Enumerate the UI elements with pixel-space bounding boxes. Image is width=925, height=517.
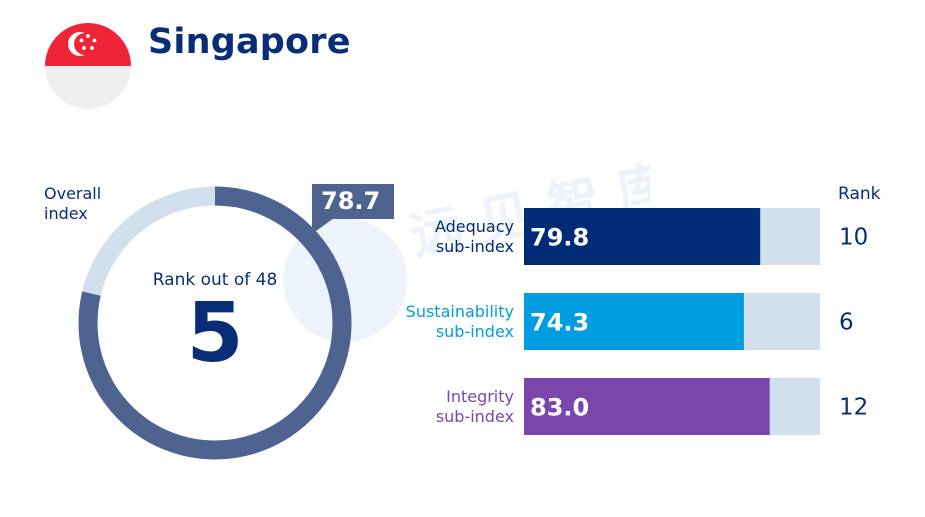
donut-fill (78, 186, 352, 460)
overall-score-label: 78.7 (312, 184, 394, 219)
integrity-bar (524, 378, 770, 435)
overall-index-donut (78, 186, 352, 460)
sustainability-rank-label: 6 (839, 310, 854, 336)
overall-index-label: Overall index (44, 184, 102, 223)
sub-index-bar-chart: 79.8 Adequacy sub-index 10 74.3 Sustainabilit… (406, 208, 868, 435)
rank-column-header: Rank (838, 184, 881, 204)
sustainability-bar (524, 293, 744, 350)
singapore-flag-icon (45, 23, 131, 109)
rank-caption: Rank out of 48 (152, 270, 278, 290)
adequacy-rank-label: 10 (839, 225, 868, 251)
adequacy-value-label: 79.8 (530, 224, 589, 252)
adequacy-category-label: Adequacy sub-index (435, 217, 514, 256)
sustainability-category-label: Sustainability sub-index (406, 302, 514, 341)
integrity-category-label: Integrity sub-index (436, 387, 514, 426)
adequacy-bar (524, 208, 761, 265)
integrity-value-label: 83.0 (530, 394, 589, 422)
overall-rank-value: 5 (186, 286, 244, 381)
country-title: Singapore (148, 22, 351, 62)
integrity-rank-label: 12 (839, 395, 868, 421)
sustainability-value-label: 74.3 (530, 309, 589, 337)
callout-tail (312, 218, 334, 234)
